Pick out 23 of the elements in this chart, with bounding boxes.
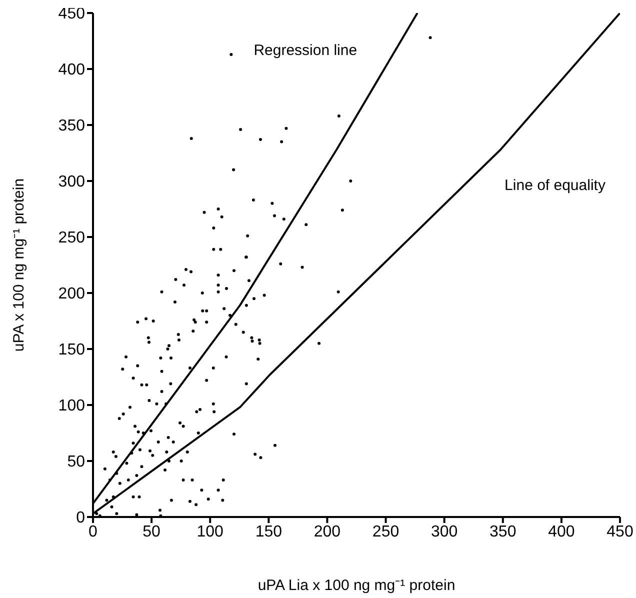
x-tick-label: 250 (372, 523, 400, 540)
x-tick-label: 150 (255, 523, 282, 540)
y-tick-label: 150 (58, 342, 86, 359)
y-tick-label: 0 (76, 510, 86, 527)
x-tick-label: 200 (314, 523, 341, 540)
x-tick-label: 0 (88, 523, 98, 540)
x-tick-label: 400 (548, 523, 575, 540)
y-axis-title: uPA x 100 ng mg⁻¹ protein (10, 178, 28, 352)
y-tick-label: 400 (58, 62, 86, 79)
x-tick-label: 100 (196, 523, 224, 540)
y-tick-label: 350 (58, 118, 86, 135)
x-tick-label: 350 (490, 523, 516, 540)
y-tick-label: 250 (58, 230, 86, 247)
series-label: Line of equality (504, 177, 606, 194)
series-label: Regression line (254, 42, 358, 59)
x-tick-label: 450 (606, 523, 634, 540)
x-tick-label: 300 (430, 523, 458, 540)
x-axis-title: uPA Lia x 100 ng mg⁻¹ protein (258, 577, 456, 594)
y-tick-label: 100 (58, 398, 86, 415)
y-tick-label: 300 (58, 174, 86, 191)
x-tick-label: 50 (142, 523, 161, 540)
y-tick-label: 200 (58, 286, 86, 303)
y-tick-label: 50 (67, 454, 86, 471)
